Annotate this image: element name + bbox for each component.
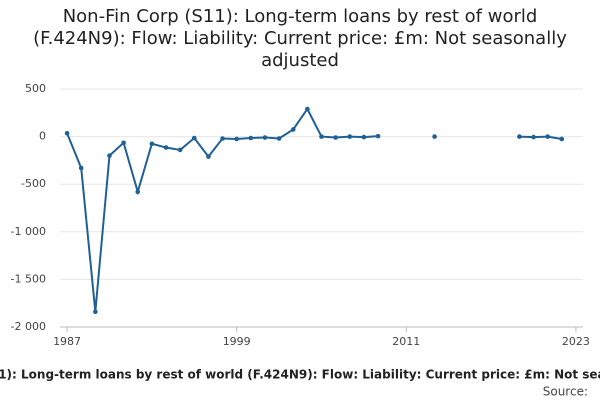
y-tick-label: 0 xyxy=(39,130,46,143)
x-tick-label: 1987 xyxy=(53,335,81,348)
point xyxy=(531,134,536,140)
x-tick-label: 2011 xyxy=(392,335,420,348)
point xyxy=(559,136,565,142)
source-label: Source: xyxy=(543,385,588,399)
point xyxy=(347,134,353,139)
x-tick-label: 1999 xyxy=(223,335,251,348)
point xyxy=(375,133,381,139)
y-tick-label: -500 xyxy=(21,177,46,190)
point xyxy=(220,136,225,141)
y-tick-label: -1 000 xyxy=(11,225,46,238)
point xyxy=(121,140,126,146)
y-tick-label: -2 000 xyxy=(11,320,46,333)
point xyxy=(149,141,155,147)
y-tick-label: -1 500 xyxy=(11,272,46,285)
point xyxy=(177,147,183,153)
point xyxy=(93,309,98,315)
point xyxy=(191,135,197,141)
point xyxy=(206,154,211,159)
point xyxy=(248,135,254,141)
point xyxy=(517,134,522,139)
point xyxy=(78,165,84,171)
point xyxy=(234,136,239,142)
chart-title: Non-Fin Corp (S11): Long-term loans by r… xyxy=(33,6,567,71)
point xyxy=(319,134,324,139)
point xyxy=(361,134,367,140)
point xyxy=(333,135,338,140)
point xyxy=(64,130,70,136)
point xyxy=(163,145,169,150)
point xyxy=(545,134,550,139)
x-tick-label: 2023 xyxy=(562,335,590,348)
legend-label: Non-Fin Corp (S11): Long-term loans by r… xyxy=(0,368,600,382)
point xyxy=(305,106,310,112)
point xyxy=(107,153,112,158)
point xyxy=(276,136,282,141)
point xyxy=(432,134,437,139)
point xyxy=(290,127,296,132)
point xyxy=(262,135,268,140)
line xyxy=(66,107,562,312)
y-tick-label: 500 xyxy=(25,82,46,95)
point xyxy=(135,189,141,195)
